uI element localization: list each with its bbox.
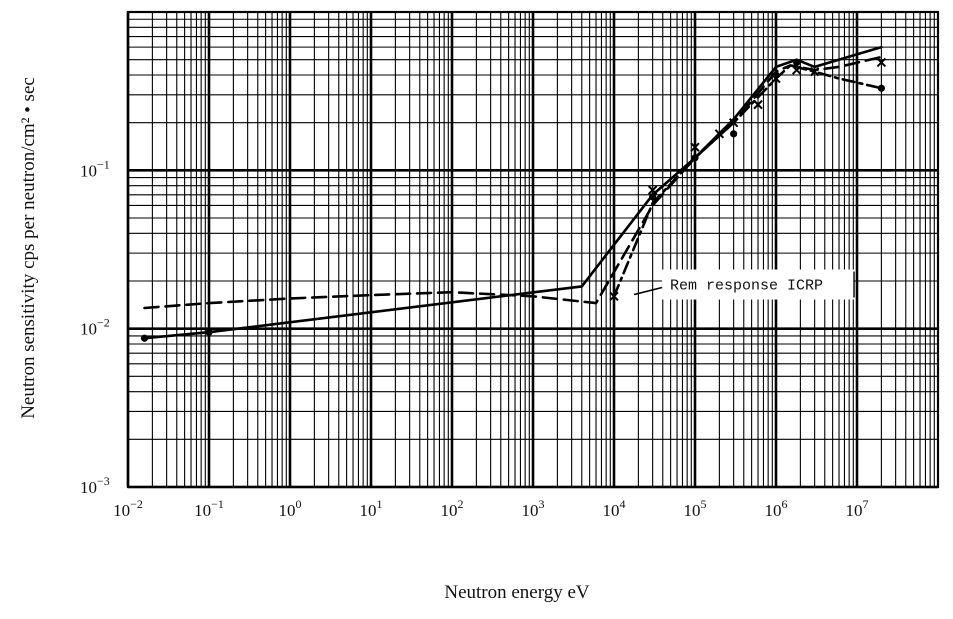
- series-3-point: [753, 99, 763, 110]
- x-tick-exponent: 4: [620, 497, 626, 511]
- y-tick-exponent: −3: [97, 474, 110, 488]
- plot-frame: [126, 10, 940, 489]
- y-tick-base: 10: [80, 478, 97, 497]
- series-3-point: [714, 129, 725, 139]
- annotation-layer: Rem response ICRP: [633, 269, 855, 300]
- series-1-point: [793, 58, 801, 67]
- series-layer: [140, 45, 887, 342]
- x-tick-base: 10: [522, 501, 539, 520]
- x-tick-base: 10: [360, 501, 377, 520]
- x-tick-exponent: 0: [296, 497, 302, 511]
- x-tick-label: 101: [360, 497, 383, 520]
- x-tick-base: 10: [194, 501, 211, 520]
- x-tick-label: 105: [684, 497, 707, 520]
- x-tick-exponent: 5: [701, 497, 707, 511]
- annotation-box: [662, 269, 855, 300]
- x-axis-title: Neutron energy eV: [444, 582, 590, 603]
- x-tick-exponent: 2: [458, 497, 464, 511]
- x-tick-label: 10−1: [194, 497, 224, 520]
- y-tick-exponent: −1: [97, 157, 110, 171]
- series-1-point: [205, 328, 213, 336]
- y-tick-label: 10−1: [80, 157, 110, 180]
- x-tick-exponent: 7: [863, 497, 869, 511]
- series-3-point: [791, 65, 802, 75]
- x-tick-label: 103: [522, 497, 545, 520]
- series-1-point: [649, 193, 657, 201]
- x-tick-base: 10: [684, 501, 701, 520]
- series-3-point: [609, 291, 619, 302]
- series-3-point: [809, 66, 820, 77]
- y-tick-base: 10: [80, 320, 97, 339]
- series-1-point: [730, 130, 738, 138]
- x-tick-label: 10−2: [113, 497, 143, 520]
- x-tick-base: 10: [846, 501, 863, 520]
- x-tick-base: 10: [441, 501, 458, 520]
- y-tick-label: 10−3: [80, 474, 110, 497]
- series-1-point: [140, 334, 149, 342]
- x-tick-label: 100: [279, 497, 302, 520]
- x-tick-exponent: −2: [130, 497, 143, 511]
- annotation-leader-line: [633, 286, 663, 296]
- annotation-label: Rem response ICRP: [670, 278, 823, 295]
- y-tick-labels: 10−310−210−1: [80, 157, 110, 497]
- y-tick-base: 10: [80, 161, 97, 180]
- series-1-point: [877, 84, 885, 92]
- y-axis-title: Neutron sensitivity cps per neutron/cm² …: [18, 77, 39, 419]
- x-tick-exponent: 1: [377, 497, 383, 511]
- series-3-point: [771, 73, 781, 84]
- series-3-point: [690, 142, 700, 152]
- x-tick-base: 10: [603, 501, 620, 520]
- x-tick-labels: 10−2 10−1 100 101 102 103 104 105 106 107: [113, 497, 868, 520]
- y-tick-label: 10−2: [80, 316, 110, 339]
- x-tick-label: 107: [846, 497, 869, 520]
- x-tick-label: 106: [765, 497, 788, 520]
- y-tick-exponent: −2: [97, 316, 110, 330]
- x-tick-exponent: −1: [211, 497, 224, 511]
- x-tick-exponent: 3: [539, 497, 545, 511]
- x-tick-base: 10: [113, 501, 130, 520]
- x-tick-label: 104: [603, 497, 626, 520]
- x-tick-label: 102: [441, 497, 464, 520]
- series-3-point: [876, 57, 887, 68]
- x-tick-base: 10: [279, 501, 296, 520]
- series-3-point: [728, 117, 739, 128]
- x-tick-base: 10: [765, 501, 782, 520]
- x-tick-exponent: 6: [782, 497, 788, 511]
- series-3-point: [647, 185, 658, 195]
